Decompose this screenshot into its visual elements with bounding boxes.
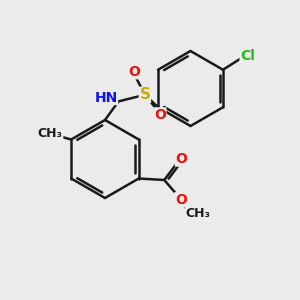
Text: O: O (175, 193, 187, 207)
Text: CH₃: CH₃ (186, 207, 211, 220)
Text: HN: HN (94, 91, 118, 104)
Text: Cl: Cl (240, 49, 255, 63)
Text: O: O (154, 108, 166, 122)
Text: CH₃: CH₃ (38, 127, 63, 140)
Text: S: S (140, 87, 150, 102)
Text: O: O (176, 152, 187, 166)
Text: O: O (128, 65, 140, 79)
